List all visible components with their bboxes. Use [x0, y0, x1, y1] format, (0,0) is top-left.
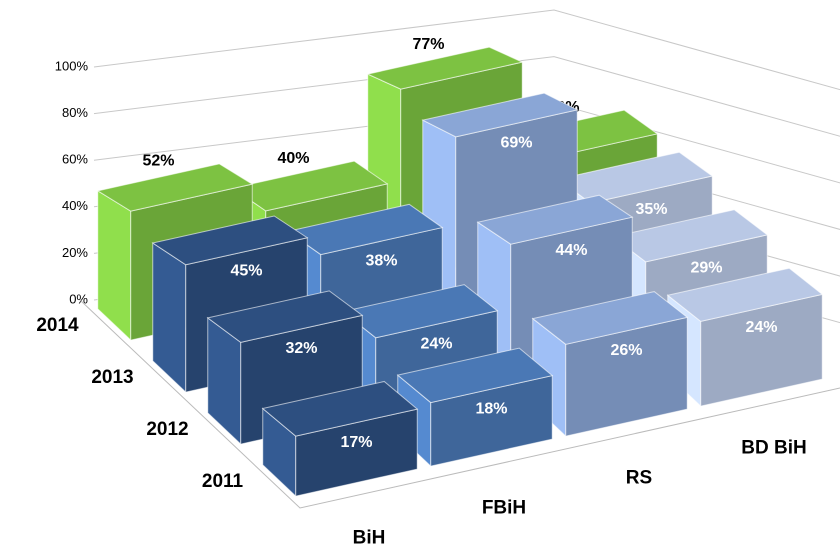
data-label: 29%	[690, 260, 722, 277]
bar-top	[286, 203, 444, 256]
y-tick-label: 40%	[62, 198, 88, 213]
bar	[396, 347, 554, 468]
data-label: 45%	[230, 262, 262, 279]
bar-top	[341, 284, 499, 339]
bar-top	[231, 160, 389, 212]
floor-edge	[79, 299, 840, 509]
bar-side	[97, 189, 132, 342]
series-label: 2013	[91, 367, 133, 388]
bar-top	[366, 46, 524, 90]
bar-top	[556, 151, 714, 204]
data-label: 69%	[500, 135, 532, 152]
y-tick-label: 60%	[62, 152, 88, 167]
data-label: 35%	[635, 201, 667, 218]
data-label: 24%	[420, 335, 452, 352]
data-label: 18%	[475, 400, 507, 417]
x-tick-label: RS	[626, 468, 652, 489]
data-label: 32%	[285, 340, 317, 357]
bar-top	[666, 267, 824, 322]
bar-top	[476, 194, 634, 245]
bar-top	[151, 215, 309, 266]
grid-line	[93, 9, 840, 91]
y-tick-label: 0%	[69, 291, 88, 306]
data-label: 77%	[412, 36, 444, 53]
y-tick-label: 100%	[55, 58, 89, 73]
data-label: 24%	[745, 319, 777, 336]
bar-top	[96, 163, 254, 212]
x-tick-label: FBiH	[482, 498, 526, 519]
data-label: 38%	[365, 252, 397, 269]
x-tick-label: BD BiH	[741, 438, 806, 459]
grid-line	[93, 56, 840, 137]
series-label: 2011	[202, 471, 244, 492]
bar	[531, 291, 689, 438]
bar-top	[421, 92, 579, 138]
bar-top	[206, 290, 364, 343]
data-label: 44%	[555, 242, 587, 259]
series-label: 2012	[146, 419, 188, 440]
data-label: 17%	[340, 434, 372, 451]
y-tick-label: 80%	[62, 105, 88, 120]
bar-side	[152, 242, 187, 394]
bar-top	[531, 291, 689, 345]
bar-top	[396, 347, 554, 404]
data-label: 40%	[277, 150, 309, 167]
series-label: 2014	[36, 315, 79, 336]
data-label: 26%	[610, 342, 642, 359]
data-label: 52%	[142, 153, 174, 170]
y-tick-label: 20%	[62, 245, 88, 260]
bar	[261, 380, 419, 498]
x-tick-label: BiH	[353, 528, 386, 549]
bar-top	[611, 209, 769, 263]
bar-top	[261, 380, 419, 437]
